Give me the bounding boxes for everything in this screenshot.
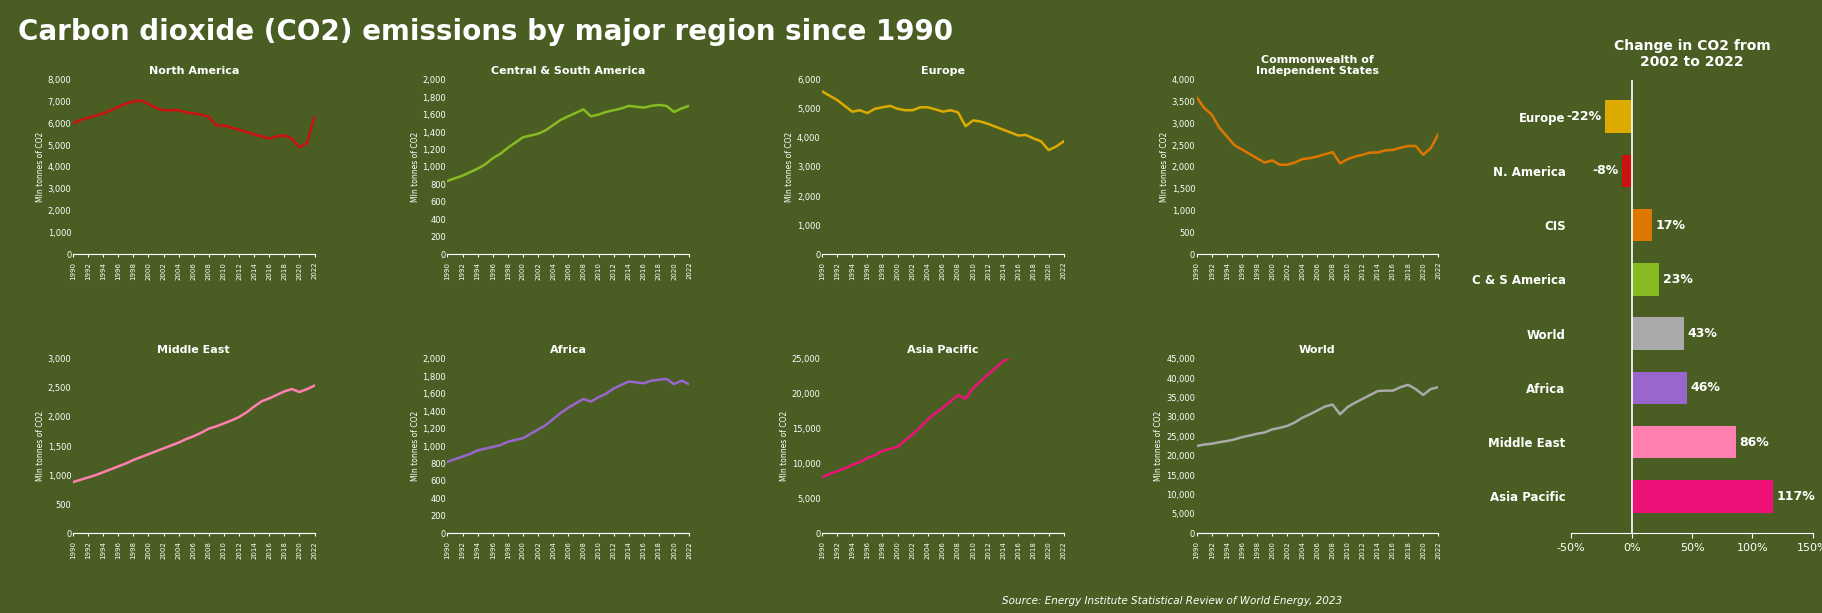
Text: -8%: -8% bbox=[1592, 164, 1618, 177]
Y-axis label: Mln tonnes of CO2: Mln tonnes of CO2 bbox=[36, 411, 46, 481]
Y-axis label: Mln tonnes of CO2: Mln tonnes of CO2 bbox=[410, 411, 419, 481]
Y-axis label: Mln tonnes of CO2: Mln tonnes of CO2 bbox=[1155, 411, 1164, 481]
Text: 17%: 17% bbox=[1656, 219, 1685, 232]
Title: World: World bbox=[1299, 345, 1336, 356]
Y-axis label: Mln tonnes of CO2: Mln tonnes of CO2 bbox=[780, 411, 789, 481]
Bar bbox=[1605, 101, 1633, 133]
Title: Middle East: Middle East bbox=[157, 345, 230, 356]
Bar bbox=[1633, 426, 1736, 459]
Bar bbox=[1633, 371, 1687, 404]
Title: North America: North America bbox=[149, 66, 239, 76]
Title: Africa: Africa bbox=[550, 345, 587, 356]
Title: Commonwealth of
Independent States: Commonwealth of Independent States bbox=[1255, 55, 1379, 76]
Text: -22%: -22% bbox=[1567, 110, 1602, 123]
Title: Europe: Europe bbox=[920, 66, 966, 76]
Text: Source: Energy Institute Statistical Review of World Energy, 2023: Source: Energy Institute Statistical Rev… bbox=[1002, 596, 1343, 606]
Title: Central & South America: Central & South America bbox=[492, 66, 645, 76]
Y-axis label: Mln tonnes of CO2: Mln tonnes of CO2 bbox=[785, 132, 794, 202]
Text: Carbon dioxide (CO2) emissions by major region since 1990: Carbon dioxide (CO2) emissions by major … bbox=[18, 18, 953, 47]
Bar bbox=[1633, 263, 1660, 295]
Text: 86%: 86% bbox=[1740, 436, 1769, 449]
Y-axis label: Mln tonnes of CO2: Mln tonnes of CO2 bbox=[410, 132, 419, 202]
Y-axis label: Mln tonnes of CO2: Mln tonnes of CO2 bbox=[36, 132, 46, 202]
Bar bbox=[1633, 318, 1684, 350]
Text: 23%: 23% bbox=[1663, 273, 1693, 286]
Text: 117%: 117% bbox=[1776, 490, 1815, 503]
Title: Change in CO2 from
2002 to 2022: Change in CO2 from 2002 to 2022 bbox=[1614, 39, 1771, 69]
Y-axis label: Mln tonnes of CO2: Mln tonnes of CO2 bbox=[1161, 132, 1168, 202]
Title: Asia Pacific: Asia Pacific bbox=[907, 345, 978, 356]
Bar bbox=[1633, 480, 1773, 512]
Bar bbox=[1633, 209, 1653, 242]
Bar bbox=[1622, 154, 1633, 187]
Text: 46%: 46% bbox=[1691, 381, 1720, 394]
Text: 43%: 43% bbox=[1687, 327, 1716, 340]
